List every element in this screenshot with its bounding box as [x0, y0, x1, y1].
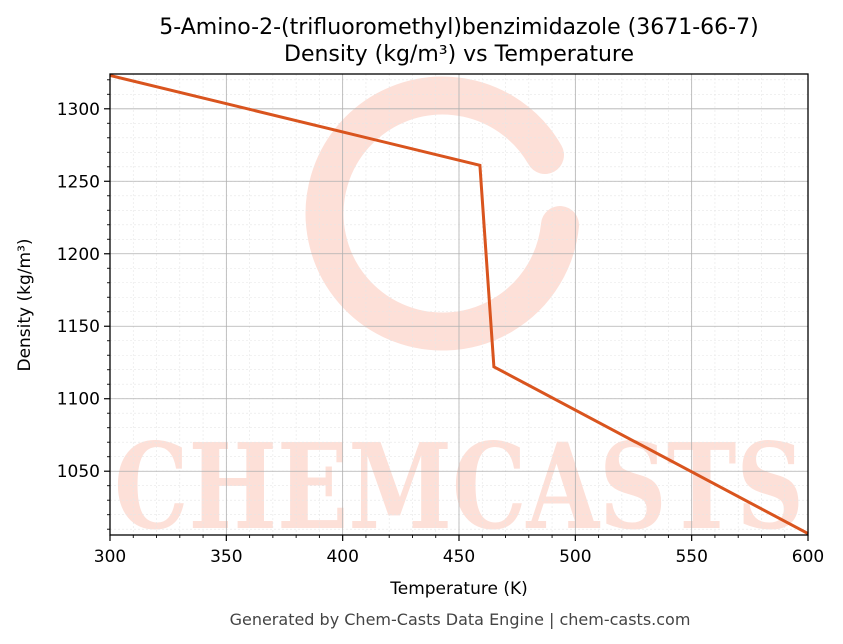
major-grid — [109, 74, 809, 535]
x-tick-label: 300 — [94, 547, 126, 567]
y-tick-label: 1200 — [57, 245, 100, 265]
plot-area: CHEMCASTS 300 350 400 450 500 550 600105011001… — [57, 73, 824, 567]
y-tick-label: 1100 — [57, 390, 100, 410]
x-tick-label: 350 — [210, 547, 242, 567]
series-layer — [109, 73, 809, 535]
x-axis-label: Temperature (K) — [389, 579, 528, 599]
x-tick-label: 500 — [559, 547, 591, 567]
watermark-swirl — [305, 76, 579, 351]
y-tick-label: 1050 — [57, 462, 100, 482]
x-tick-label: 550 — [675, 547, 707, 567]
y-tick-label: 1300 — [57, 100, 100, 120]
chart-title: 5-Amino-2-(trifluoromethyl)benzimidazole… — [159, 15, 758, 40]
y-tick-label: 1250 — [57, 172, 100, 192]
y-tick-label: 1150 — [57, 317, 100, 337]
footer-credit: Generated by Chem-Casts Data Engine | ch… — [230, 610, 691, 629]
chart-subtitle: Density (kg/m³) vs Temperature — [284, 42, 634, 67]
y-axis-label: Density (kg/m³) — [15, 238, 35, 371]
x-tick-label: 400 — [326, 547, 358, 567]
density-series-line — [109, 73, 809, 535]
axis-ticks: 300 350 400 450 500 550 600 1050 1100 1150 1200 125… — [57, 79, 824, 567]
x-tick-label: 450 — [443, 547, 475, 567]
x-tick-label: 600 — [792, 547, 824, 567]
